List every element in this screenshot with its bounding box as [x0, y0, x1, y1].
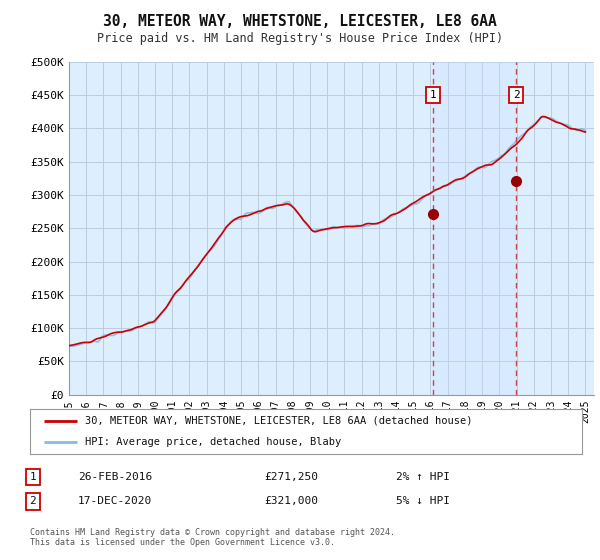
- Text: £321,000: £321,000: [264, 496, 318, 506]
- Text: 30, METEOR WAY, WHETSTONE, LEICESTER, LE8 6AA: 30, METEOR WAY, WHETSTONE, LEICESTER, LE…: [103, 14, 497, 29]
- Text: 17-DEC-2020: 17-DEC-2020: [78, 496, 152, 506]
- Text: Price paid vs. HM Land Registry's House Price Index (HPI): Price paid vs. HM Land Registry's House …: [97, 32, 503, 45]
- Text: Contains HM Land Registry data © Crown copyright and database right 2024.
This d: Contains HM Land Registry data © Crown c…: [30, 528, 395, 547]
- Text: 2: 2: [512, 90, 520, 100]
- Text: £271,250: £271,250: [264, 472, 318, 482]
- Text: 2: 2: [29, 496, 37, 506]
- Bar: [433, 62, 516, 395]
- Text: 30, METEOR WAY, WHETSTONE, LEICESTER, LE8 6AA (detached house): 30, METEOR WAY, WHETSTONE, LEICESTER, LE…: [85, 416, 473, 426]
- Text: 5% ↓ HPI: 5% ↓ HPI: [396, 496, 450, 506]
- Text: 1: 1: [29, 472, 37, 482]
- Text: HPI: Average price, detached house, Blaby: HPI: Average price, detached house, Blab…: [85, 436, 341, 446]
- Text: 2% ↑ HPI: 2% ↑ HPI: [396, 472, 450, 482]
- Text: 1: 1: [430, 90, 436, 100]
- Text: 26-FEB-2016: 26-FEB-2016: [78, 472, 152, 482]
